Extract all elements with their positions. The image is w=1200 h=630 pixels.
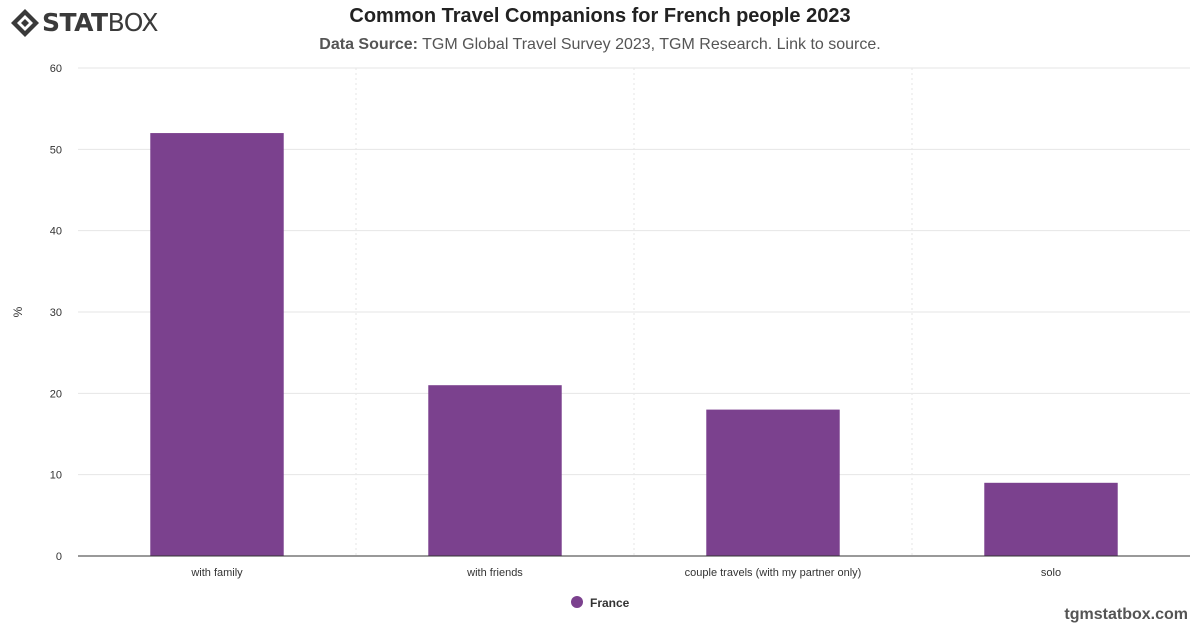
statbox-logo: STATBOX [10, 8, 159, 38]
y-axis-label: % [11, 306, 25, 317]
y-tick-label: 10 [50, 470, 62, 482]
y-tick-label: 40 [50, 226, 62, 238]
x-tick-label: solo [1041, 567, 1061, 579]
y-tick-label: 30 [50, 307, 62, 319]
data-source-label: Data Source: [319, 36, 418, 53]
y-tick-label: 60 [50, 63, 62, 75]
bar [428, 385, 562, 556]
bar [150, 133, 284, 557]
chart-title: Common Travel Companions for French peop… [349, 5, 851, 27]
y-tick-label: 20 [50, 388, 62, 400]
legend-label: France [590, 596, 630, 610]
logo-text-light: BOX [107, 8, 159, 37]
logo-wordmark: STATBOX [42, 8, 159, 38]
chart-subtitle[interactable]: Data Source: TGM Global Travel Survey 20… [0, 36, 1200, 54]
x-tick-label: couple travels (with my partner only) [685, 567, 862, 579]
bar [706, 409, 840, 556]
y-tick-label: 50 [50, 144, 62, 156]
statbox-logo-mark-icon [11, 9, 39, 37]
logo-text-bold: STAT [42, 8, 108, 37]
y-tick-label: 0 [56, 551, 62, 563]
x-tick-label: with friends [466, 567, 523, 579]
footer-url[interactable]: tgmstatbox.com [1064, 606, 1188, 623]
data-source-text[interactable]: TGM Global Travel Survey 2023, TGM Resea… [417, 36, 881, 53]
bar [984, 482, 1118, 556]
x-tick-label: with family [190, 567, 243, 579]
legend-marker-icon [571, 596, 583, 608]
